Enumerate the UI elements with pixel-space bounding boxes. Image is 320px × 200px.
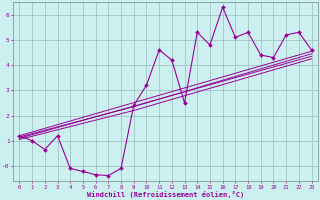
X-axis label: Windchill (Refroidissement éolien,°C): Windchill (Refroidissement éolien,°C) <box>87 191 244 198</box>
